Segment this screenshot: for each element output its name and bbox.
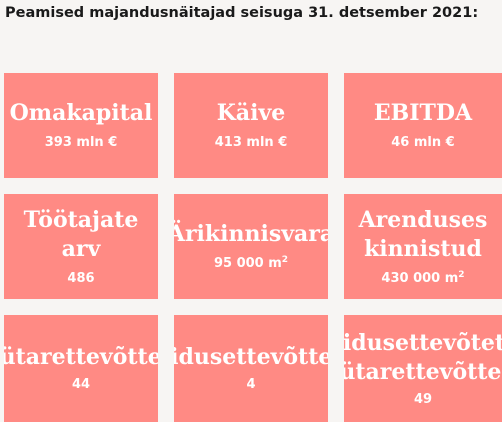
unit-superscript: 2 (281, 255, 289, 265)
card-title: Tütarettevõtted (4, 344, 158, 370)
card-title-line2: arv (61, 235, 101, 262)
card-title: EBITDA (373, 100, 473, 126)
card-title-line1: Töötajate (23, 206, 139, 233)
card-value: 95 000 m2 (213, 255, 289, 272)
card-title: Sidusettevõtted (174, 344, 328, 370)
card-equity: Omakapital 393 mln € (4, 73, 158, 178)
card-development-properties: Arenduses kinnistud 430 000 m2 (344, 194, 502, 299)
card-title: Käive (216, 100, 286, 126)
card-title-line1: Sidusettevõtete (344, 329, 502, 356)
unit-superscript: 2 (458, 269, 465, 280)
card-title-line2: tütarettevõtted (344, 358, 502, 385)
card-commercial-real-estate: Ärikinnisvara 95 000 m2 (174, 194, 328, 299)
card-associates: Sidusettevõtted 4 (174, 315, 328, 422)
card-value: 49 (413, 391, 433, 407)
card-title-line2: kinnistud (364, 235, 482, 262)
card-value: 430 000 m2 (381, 269, 465, 286)
card-title: Omakapital (9, 100, 153, 126)
card-employees: Töötajate arv 486 (4, 194, 158, 299)
page-heading: Peamised majandusnäitajad seisuga 31. de… (5, 5, 479, 21)
card-value: 4 (246, 377, 256, 392)
indicators-grid: Omakapital 393 mln € Käive 413 mln € EBI… (4, 73, 502, 422)
card-value: 486 (67, 270, 95, 286)
card-associates-subsidiaries: Sidusettevõtete tütarettevõtted 49 (344, 315, 502, 422)
card-title-line1: Arenduses (358, 206, 488, 233)
card-subsidiaries: Tütarettevõtted 44 (4, 315, 158, 422)
card-value: 393 mln € (44, 135, 118, 150)
card-ebitda: EBITDA 46 mln € (344, 73, 502, 178)
card-value: 44 (71, 377, 91, 392)
card-revenue: Käive 413 mln € (174, 73, 328, 178)
card-value: 46 mln € (391, 135, 455, 150)
card-title: Ärikinnisvara (174, 221, 328, 247)
card-value: 413 mln € (214, 135, 288, 150)
